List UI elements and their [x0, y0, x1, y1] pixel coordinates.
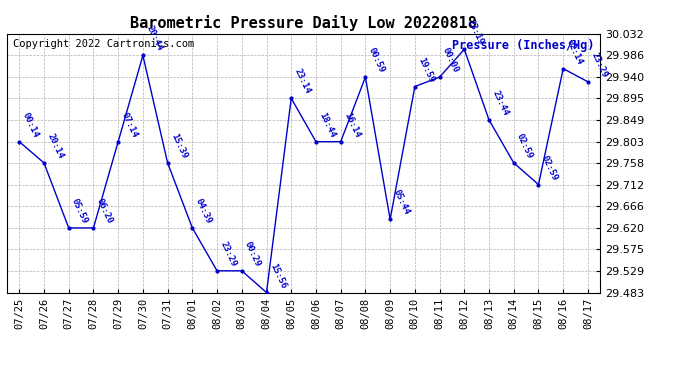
- Text: 23:19: 23:19: [466, 18, 485, 46]
- Text: 18:44: 18:44: [317, 111, 337, 139]
- Text: 00:29: 00:29: [243, 240, 263, 268]
- Text: 06:20: 06:20: [95, 197, 115, 225]
- Text: 20:14: 20:14: [46, 132, 65, 160]
- Text: 19:59: 19:59: [416, 56, 436, 84]
- Text: 00:59: 00:59: [367, 46, 386, 74]
- Text: 00:14: 00:14: [21, 111, 40, 139]
- Text: 23:14: 23:14: [293, 68, 312, 96]
- Text: 04:39: 04:39: [194, 197, 213, 225]
- Text: 00:00: 00:00: [441, 46, 460, 74]
- Text: 16:14: 16:14: [342, 111, 362, 139]
- Text: 23:29: 23:29: [219, 240, 238, 268]
- Text: 05:59: 05:59: [70, 197, 90, 225]
- Text: 02:59: 02:59: [540, 154, 560, 182]
- Text: 15:56: 15:56: [268, 261, 288, 290]
- Title: Barometric Pressure Daily Low 20220818: Barometric Pressure Daily Low 20220818: [130, 15, 477, 31]
- Text: 23:29: 23:29: [589, 51, 609, 79]
- Text: 02:14: 02:14: [564, 38, 584, 66]
- Text: 07:14: 07:14: [119, 111, 139, 139]
- Text: Copyright 2022 Cartronics.com: Copyright 2022 Cartronics.com: [13, 39, 194, 49]
- Text: 20:44: 20:44: [144, 24, 164, 52]
- Text: 05:44: 05:44: [391, 189, 411, 217]
- Text: 02:59: 02:59: [515, 132, 535, 160]
- Text: 15:39: 15:39: [169, 132, 188, 160]
- Text: Pressure (Inches/Hg): Pressure (Inches/Hg): [452, 39, 594, 52]
- Text: 23:44: 23:44: [491, 89, 510, 117]
